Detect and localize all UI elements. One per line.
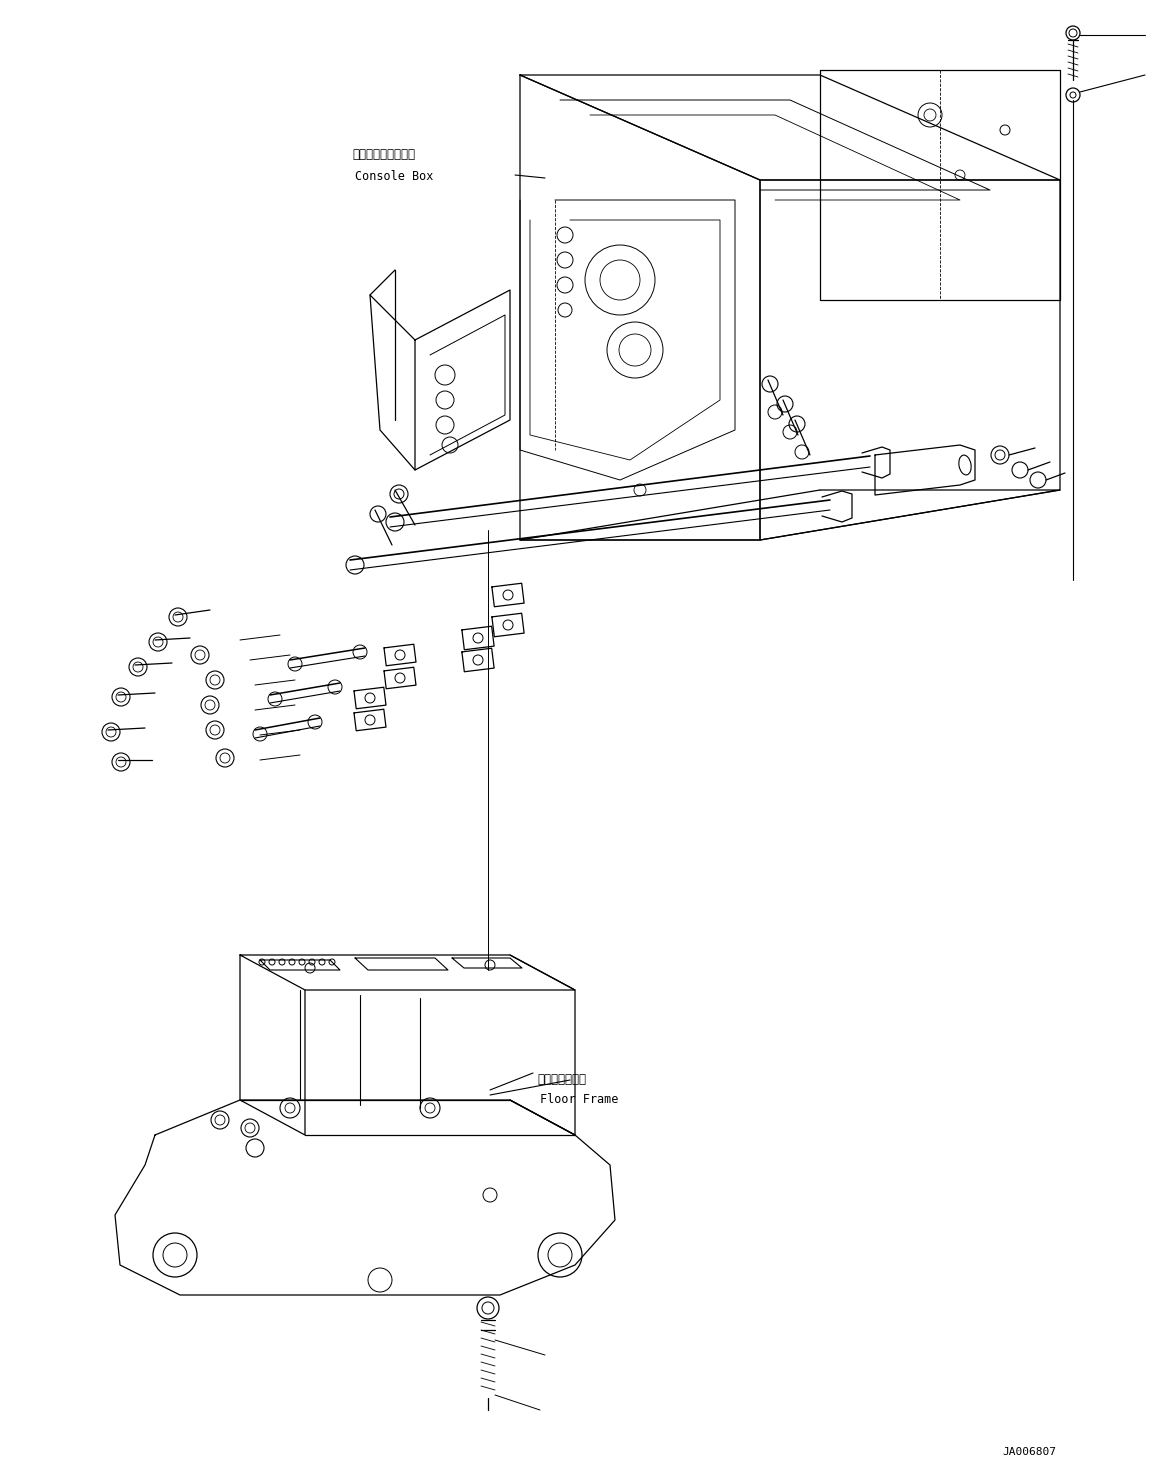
Text: Floor Frame: Floor Frame xyxy=(540,1094,619,1107)
Text: Console Box: Console Box xyxy=(355,169,434,182)
Text: JA006807: JA006807 xyxy=(1003,1447,1056,1457)
Text: フロアフレーム: フロアフレーム xyxy=(537,1073,586,1086)
Text: コンソールボックス: コンソールボックス xyxy=(352,147,415,161)
